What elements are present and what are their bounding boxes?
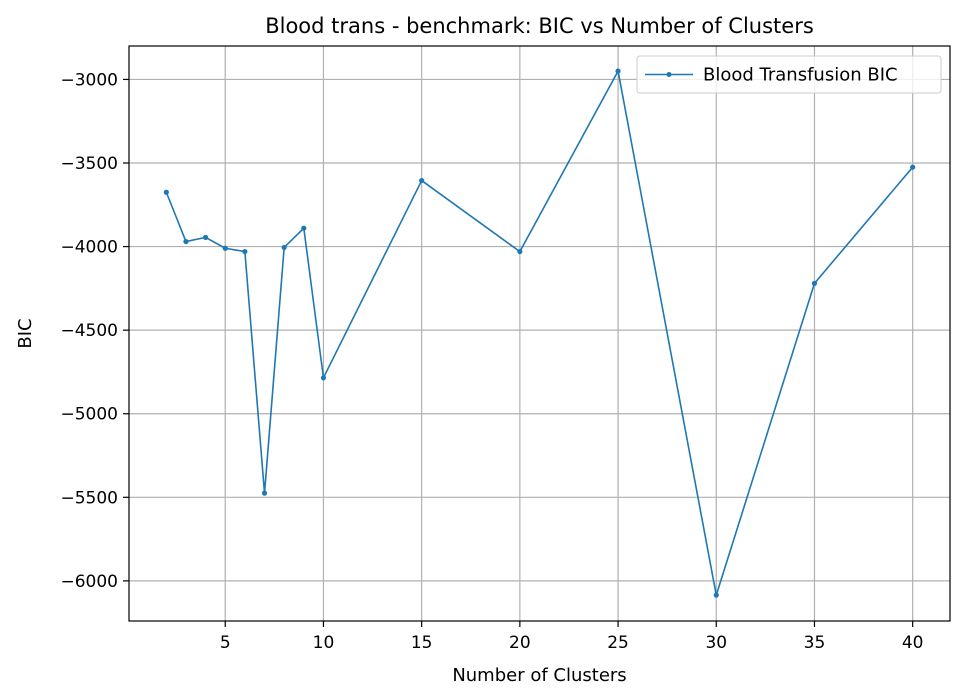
x-tick-label: 25	[607, 633, 629, 653]
data-point	[261, 490, 268, 496]
grid-lines	[129, 46, 950, 621]
data-point	[910, 164, 916, 170]
tick-marks	[123, 78, 914, 627]
y-tick-label: −6000	[60, 572, 118, 592]
tick-labels: 5 10 15 20 25 30 35 40 −3000 −3500 −4000 −4500 −5000…	[60, 70, 923, 653]
data-point	[811, 280, 818, 286]
x-tick-label: 10	[313, 633, 335, 653]
x-axis-label: Number of Clusters	[452, 665, 626, 686]
y-tick-label: −4000	[60, 238, 118, 258]
data-point	[301, 225, 307, 231]
data-point	[281, 244, 287, 251]
x-tick-label: 30	[705, 633, 727, 653]
y-tick-label: −4500	[60, 321, 118, 341]
legend-label: Blood Transfusion BIC	[703, 65, 898, 86]
legend-marker	[666, 72, 672, 77]
series-layer	[163, 68, 916, 598]
data-point	[222, 245, 228, 251]
data-point	[183, 238, 189, 245]
y-tick-label: −3500	[60, 154, 118, 174]
y-tick-label: −5000	[60, 405, 118, 425]
y-tick-label: −3000	[60, 70, 118, 90]
series-line	[165, 70, 914, 596]
x-tick-label: 20	[509, 633, 531, 653]
legend: Blood Transfusion BIC	[636, 55, 942, 94]
legend-box	[636, 55, 942, 94]
y-axis-label: BIC	[15, 318, 36, 348]
data-point	[163, 189, 169, 195]
chart-title: Blood trans - benchmark: BIC vs Number o…	[265, 14, 814, 38]
data-point	[203, 234, 209, 240]
data-point	[242, 248, 248, 255]
data-point	[517, 248, 523, 255]
x-tick-label: 35	[804, 633, 826, 653]
x-tick-label: 40	[902, 633, 924, 653]
data-point	[320, 375, 327, 381]
plot-frame	[128, 45, 951, 622]
data-point	[713, 592, 719, 598]
data-point	[419, 177, 425, 184]
x-tick-label: 5	[220, 633, 231, 653]
data-point	[615, 68, 621, 74]
y-tick-label: −5500	[60, 488, 118, 508]
x-tick-label: 15	[411, 633, 433, 653]
